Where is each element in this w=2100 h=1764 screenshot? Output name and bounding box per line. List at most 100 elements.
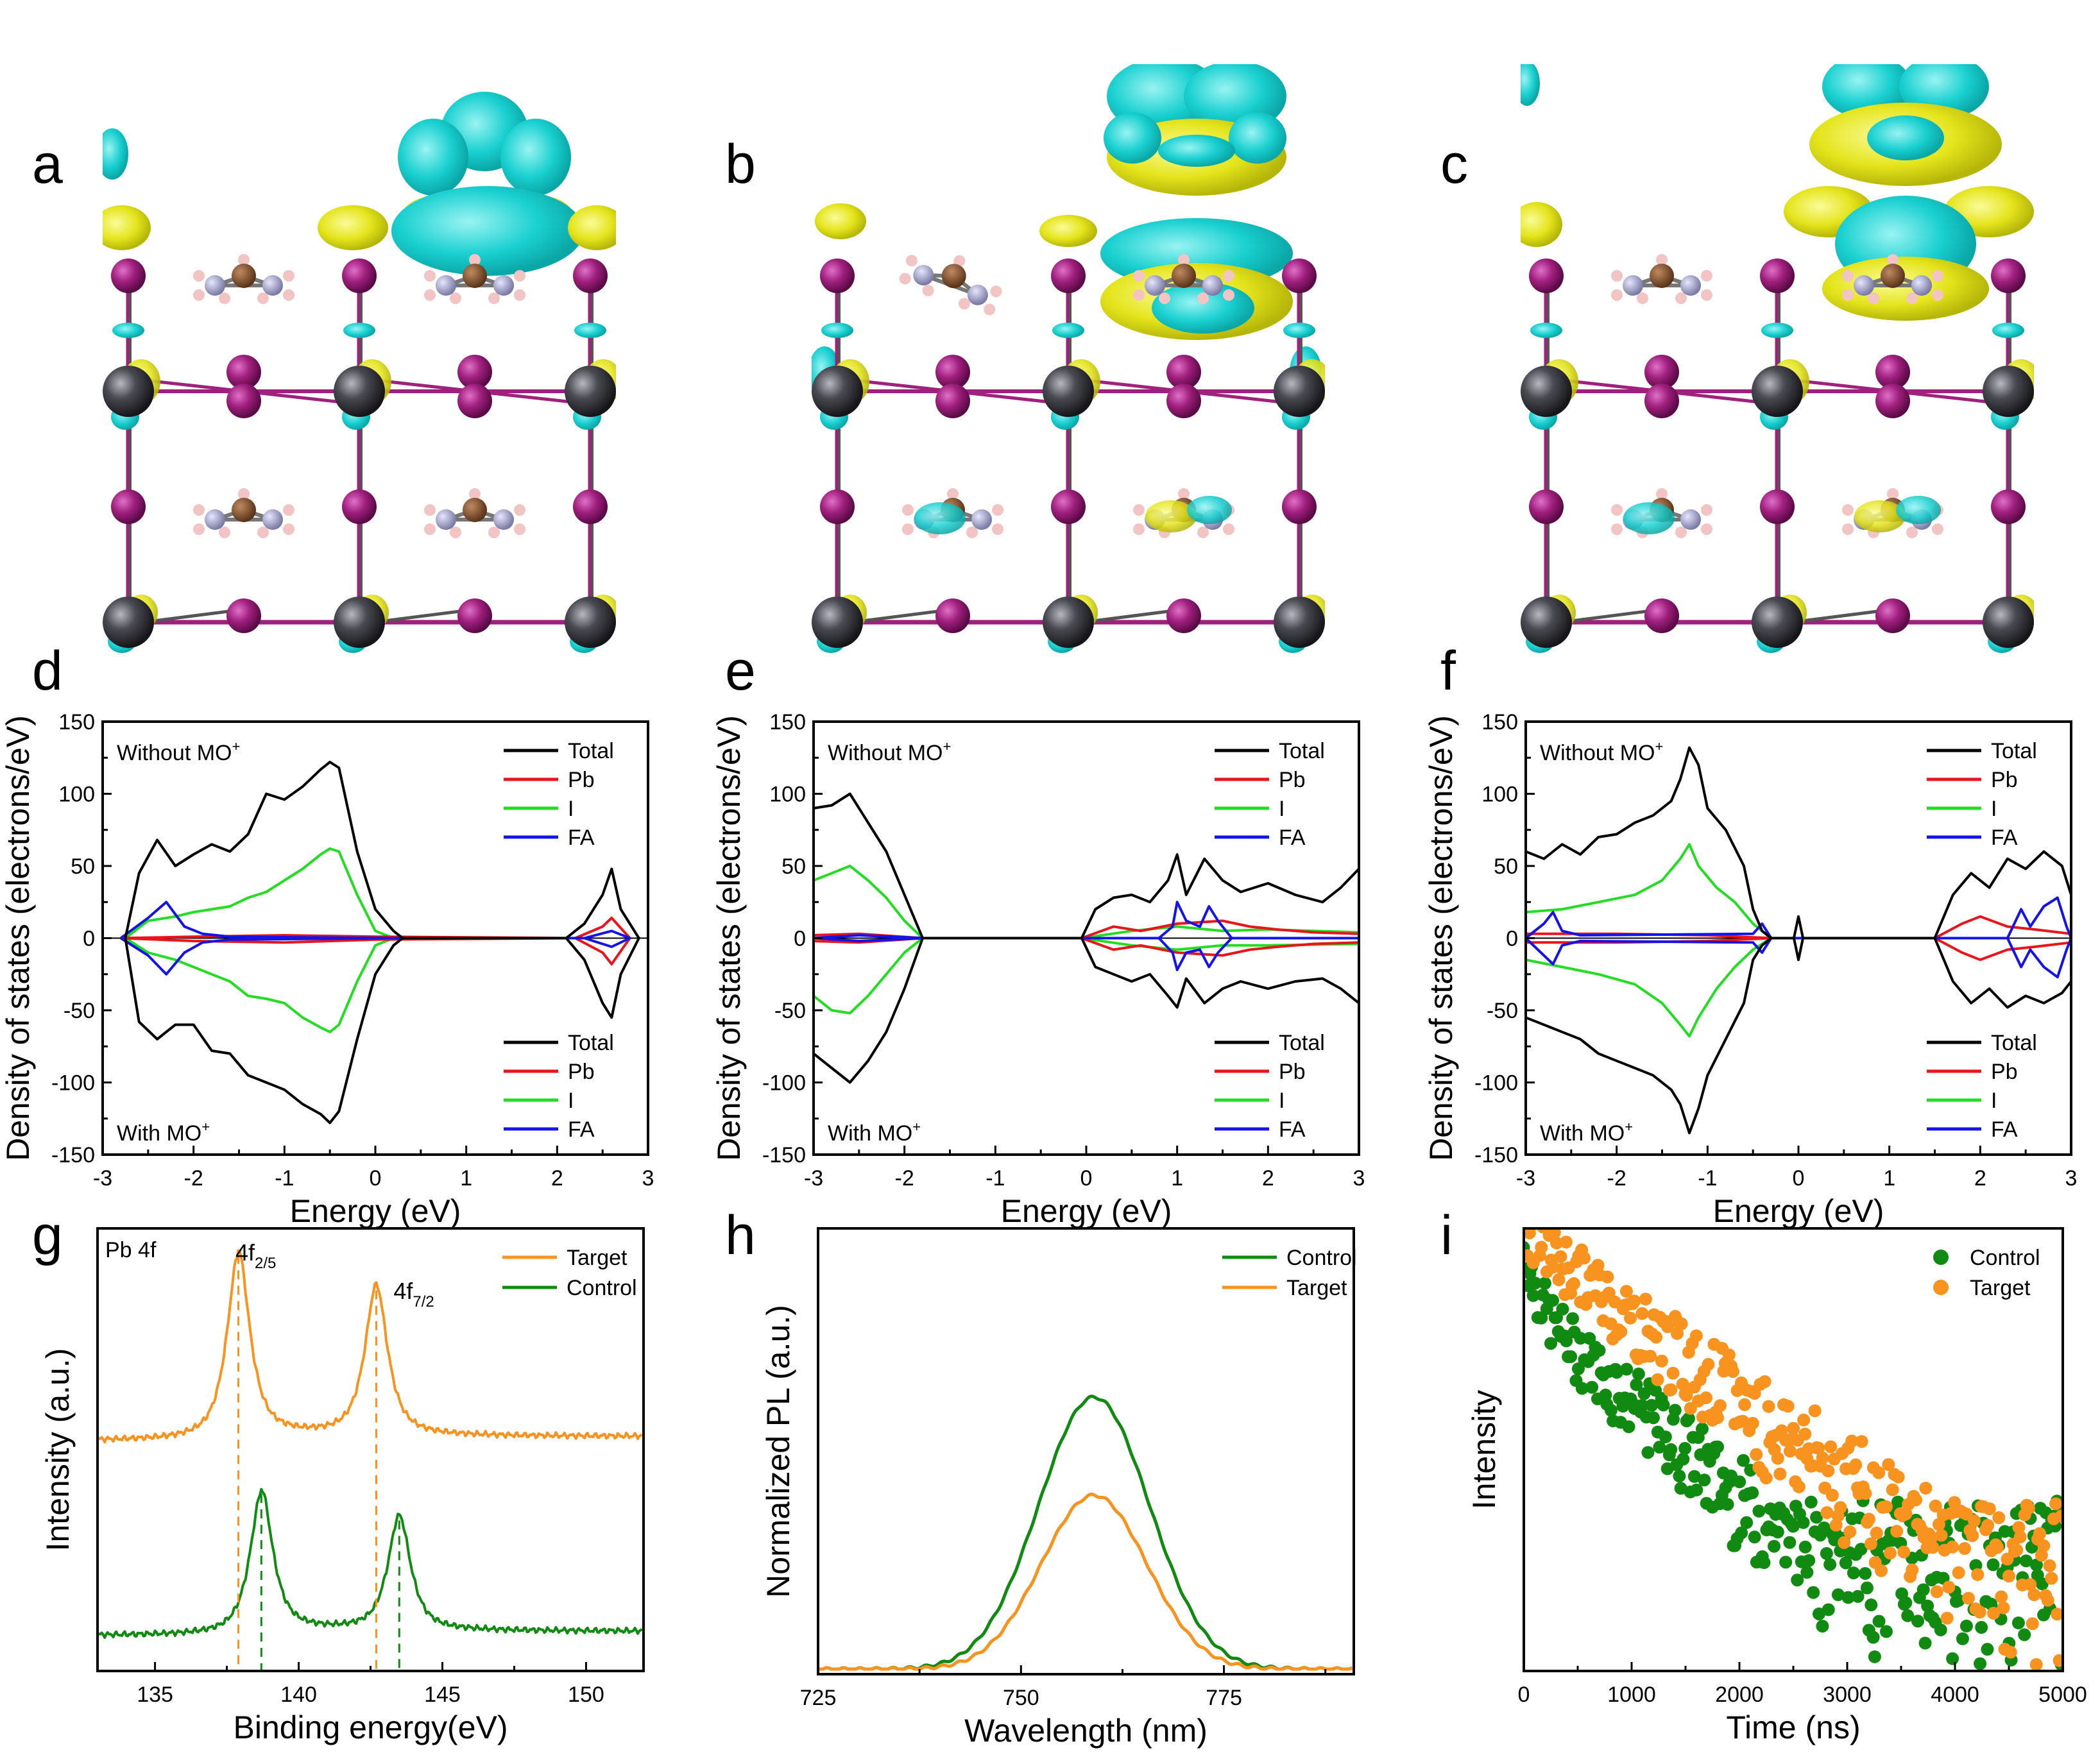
lead-atom (1983, 366, 2034, 417)
series-i-down (124, 937, 395, 1033)
carbon-atom (232, 498, 256, 522)
hydrogen-atom (1223, 270, 1234, 282)
fa-molecule (193, 254, 295, 304)
data-point-control (1695, 1422, 1709, 1436)
carbon-atom (1881, 264, 1905, 288)
series-i-up (124, 847, 395, 940)
data-point-target (1722, 1348, 1736, 1362)
structure-panel-b (812, 64, 1325, 653)
legend-label-fa: FA (568, 826, 595, 850)
data-point-control (1934, 1623, 1947, 1636)
iodine-atom (935, 598, 970, 633)
y-tick-label: -150 (51, 1143, 95, 1167)
hydrogen-atom (1932, 270, 1943, 282)
data-point-control (1645, 1398, 1659, 1412)
x-axis-label: Energy (eV) (1713, 1193, 1884, 1229)
data-point-control (1546, 1294, 1560, 1307)
data-point-control (1986, 1558, 2000, 1572)
data-point-control (1918, 1636, 1932, 1650)
data-point-control (2018, 1628, 2031, 1641)
nitrogen-atom (1854, 275, 1874, 296)
data-point-target (1838, 1536, 1851, 1549)
data-point-target (1934, 1529, 1948, 1542)
data-point-target (2035, 1548, 2048, 1562)
data-point-control (1847, 1566, 1860, 1580)
data-point-control (1779, 1556, 1793, 1569)
data-point-target (1870, 1526, 1883, 1539)
x-tick-label: 0 (1518, 1683, 1530, 1707)
hydrogen-atom (1223, 523, 1234, 535)
series-i-down (1525, 937, 1772, 1038)
hydrogen-atom (424, 289, 436, 301)
y-axis-label: Density of states (electrons/eV) (0, 715, 36, 1161)
data-point-control (1620, 1362, 1634, 1376)
hydrogen-atom (1133, 270, 1145, 282)
data-point-target (1773, 1467, 1787, 1480)
data-point-target (2053, 1654, 2063, 1667)
data-point-control (1571, 1362, 1585, 1375)
data-point-target (1619, 1285, 1633, 1298)
data-point-target (1816, 1451, 1829, 1464)
data-point-control (1556, 1302, 1569, 1316)
fa-molecule (193, 488, 295, 538)
iso-cyan (1158, 135, 1235, 167)
data-point-control (1575, 1382, 1589, 1395)
data-point-control (1735, 1526, 1748, 1539)
chart-d-dos: -3 -2 -1 0 1 2 3 150 100 50 0 -50 -100 -150 Energy (eV… (0, 710, 654, 1229)
hydrogen-atom (450, 293, 461, 304)
chart-i-trpl: 0 1000 2000 3000 4000 5000 Time (ns) Intensity C… (1466, 1227, 2087, 1745)
data-point-control (1711, 1440, 1725, 1454)
chart-f-dos: -3 -2 -1 0 1 2 3 150 100 50 0 -50 -100 -150 Energy (eV… (1423, 710, 2077, 1229)
x-tick-label: 150 (568, 1683, 604, 1707)
legend-label-control: Control (567, 1276, 637, 1300)
data-point-control (1664, 1443, 1678, 1456)
data-point-target (1614, 1325, 1628, 1339)
data-point-control (1854, 1543, 1868, 1556)
data-point-target (1880, 1500, 1893, 1514)
lead-atom (1752, 597, 1803, 648)
iso-cyan (1992, 323, 2024, 338)
series-total-down (124, 937, 640, 1124)
iodine-atom (1875, 384, 1910, 418)
data-point-target (1787, 1421, 1800, 1435)
hydrogen-atom (1887, 488, 1899, 500)
hydrogen-atom (1842, 270, 1854, 282)
hydrogen-atom (902, 504, 914, 516)
hydrogen-atom (958, 298, 970, 310)
nitrogen-atom (971, 509, 992, 530)
hydrogen-atom (1656, 488, 1668, 500)
legend-label-i: I (1279, 797, 1285, 821)
hydrogen-atom (424, 504, 436, 516)
series-pb-up (121, 917, 631, 940)
y-tick-label: -50 (1487, 999, 1518, 1023)
nitrogen-atom (205, 275, 225, 296)
iso-cyan (103, 128, 128, 180)
data-point-control (1860, 1581, 1874, 1595)
hydrogen-atom (238, 254, 250, 266)
nitrogen-atom (493, 275, 514, 296)
hydrogen-atom (469, 488, 481, 500)
hydrogen-atom (990, 285, 1002, 298)
lead-atom (1274, 366, 1325, 417)
y-tick-label: -50 (774, 999, 806, 1023)
carbon-atom (941, 264, 966, 289)
data-point-control (1797, 1516, 1810, 1529)
x-tick-label: 0 (1793, 1166, 1805, 1191)
annotation-with: With MO+ (1540, 1119, 1633, 1146)
iso-yellow (318, 205, 388, 250)
data-point-control (1820, 1547, 1833, 1560)
data-point-target (1624, 1311, 1637, 1325)
data-point-target (1797, 1413, 1811, 1427)
panel-label-h: h (725, 1205, 756, 1266)
iso-cyan (1283, 323, 1315, 338)
lead-atom (812, 366, 863, 417)
x-tick-label: 725 (800, 1686, 837, 1710)
series-fa-down (813, 937, 1359, 971)
series-total-up (1525, 746, 2072, 940)
iodine-atom (1051, 489, 1086, 524)
data-point-control (1564, 1350, 1578, 1363)
data-point-target (1650, 1330, 1663, 1344)
x-tick-label: 2000 (1715, 1683, 1764, 1707)
hydrogen-atom (219, 527, 230, 538)
data-point-target (2010, 1543, 2024, 1557)
